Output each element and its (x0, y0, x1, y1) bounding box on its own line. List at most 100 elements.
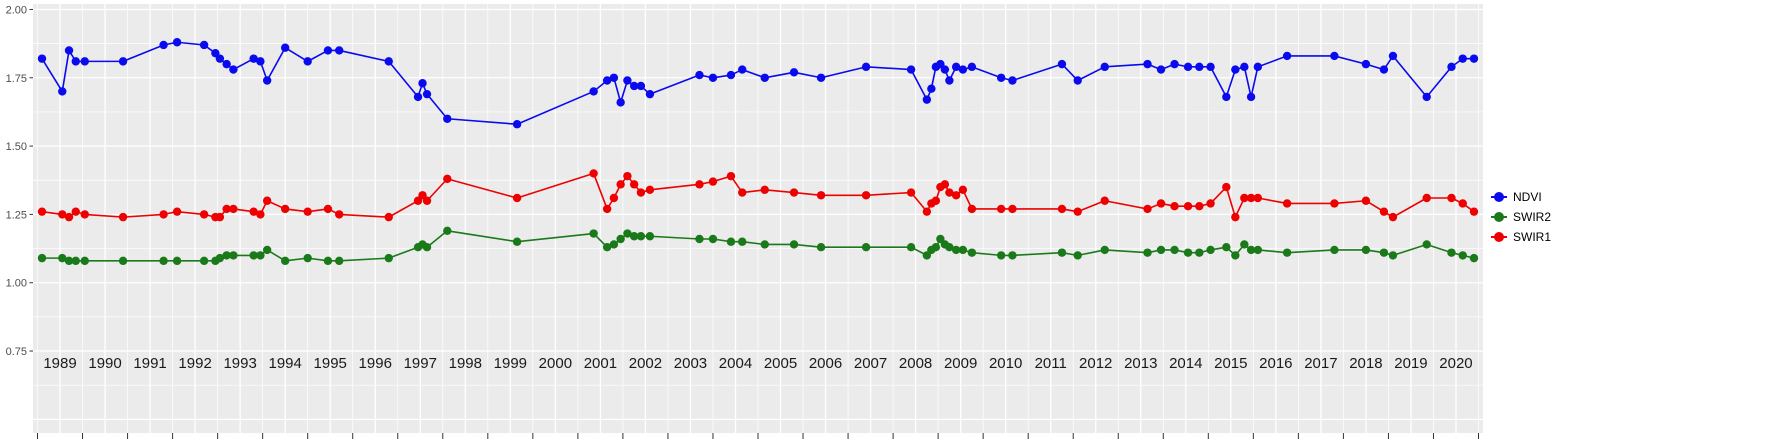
data-point-NDVI (1195, 62, 1204, 72)
data-point-SWIR1 (58, 210, 67, 219)
data-point-SWIR1 (1253, 193, 1263, 203)
y-axis-tick-label: 1.75 (6, 73, 27, 85)
data-point-SWIR2 (996, 251, 1006, 260)
data-point-NDVI (1240, 62, 1249, 72)
data-point-SWIR1 (602, 204, 612, 214)
data-point-SWIR2 (1379, 248, 1389, 257)
data-point-SWIR2 (1100, 245, 1109, 255)
data-point-SWIR2 (951, 245, 961, 255)
legend-dot-swir2 (1494, 212, 1504, 222)
data-point-NDVI (159, 40, 168, 50)
data-point-SWIR2 (1469, 253, 1479, 263)
data-point-SWIR2 (629, 232, 639, 241)
data-point-SWIR2 (1231, 251, 1240, 260)
data-point-NDVI (927, 84, 936, 93)
data-point-SWIR2 (695, 234, 704, 244)
legend-label-ndvi: NDVI (1513, 190, 1542, 204)
data-point-NDVI (1422, 92, 1431, 102)
data-point-NDVI (215, 54, 225, 63)
data-point-SWIR2 (931, 242, 941, 252)
data-point-SWIR2 (816, 242, 826, 252)
data-point-NDVI (256, 57, 265, 66)
data-point-SWIR1 (159, 210, 168, 219)
data-point-NDVI (951, 62, 961, 72)
data-point-SWIR2 (1156, 245, 1166, 255)
data-point-SWIR1 (172, 207, 182, 216)
data-point-NDVI (1170, 59, 1179, 69)
x-axis-tick-label: 1997 (404, 355, 437, 372)
data-point-SWIR2 (1170, 245, 1179, 255)
data-point-NDVI (37, 54, 47, 63)
x-axis-tick-label: 2009 (944, 355, 977, 372)
data-point-SWIR2 (1222, 242, 1231, 252)
data-point-SWIR2 (199, 256, 209, 266)
data-point-SWIR1 (384, 212, 393, 222)
data-point-NDVI (816, 73, 826, 82)
x-axis-tick-label: 1993 (223, 355, 256, 372)
data-point-SWIR1 (222, 204, 231, 214)
data-point-NDVI (229, 65, 238, 74)
data-point-SWIR1 (940, 180, 950, 189)
data-point-NDVI (249, 54, 258, 63)
data-point-SWIR1 (616, 180, 625, 189)
data-point-SWIR2 (609, 240, 619, 249)
data-point-SWIR2 (1282, 248, 1292, 257)
x-axis-tick-label: 2020 (1439, 355, 1472, 372)
x-axis-tick-label: 1995 (314, 355, 347, 372)
data-point-NDVI (695, 70, 704, 80)
data-point-SWIR2 (589, 229, 598, 238)
data-point-SWIR1 (1100, 196, 1109, 205)
data-point-SWIR1 (645, 185, 655, 195)
data-point-NDVI (589, 87, 598, 96)
data-point-SWIR2 (222, 251, 231, 260)
data-point-SWIR2 (708, 234, 718, 244)
data-point-NDVI (1388, 51, 1398, 61)
data-point-SWIR1 (760, 185, 769, 195)
data-point-SWIR2 (1388, 251, 1398, 260)
data-point-NDVI (789, 68, 799, 77)
legend-dot-swir1 (1494, 232, 1504, 242)
data-point-NDVI (958, 65, 968, 74)
data-point-SWIR1 (335, 210, 344, 219)
data-point-SWIR1 (37, 207, 47, 216)
data-point-SWIR2 (906, 242, 916, 252)
data-point-SWIR2 (384, 253, 393, 263)
data-point-NDVI (384, 57, 393, 66)
data-point-SWIR2 (256, 251, 265, 260)
x-axis-tick-label: 1990 (88, 355, 121, 372)
legend-item-swir2: SWIR2 (1491, 210, 1551, 224)
data-point-SWIR2 (323, 256, 333, 266)
data-point-SWIR1 (1422, 193, 1431, 203)
data-point-SWIR1 (789, 188, 799, 197)
legend-label-swir1: SWIR1 (1513, 230, 1552, 244)
data-point-SWIR1 (636, 188, 646, 197)
data-point-SWIR1 (1222, 182, 1231, 192)
data-point-SWIR2 (1253, 245, 1263, 255)
data-point-SWIR2 (789, 240, 799, 249)
legend-item-swir1: SWIR1 (1491, 230, 1551, 244)
data-point-NDVI (629, 81, 639, 91)
data-point-NDVI (861, 62, 871, 72)
data-point-SWIR2 (249, 251, 258, 260)
y-axis-tick-label: 1.50 (6, 141, 27, 153)
data-point-SWIR1 (726, 171, 736, 181)
data-point-SWIR1 (280, 204, 290, 214)
data-point-SWIR1 (229, 204, 238, 214)
data-point-NDVI (280, 43, 290, 52)
data-point-SWIR2 (159, 256, 168, 266)
data-point-NDVI (616, 98, 625, 107)
data-point-NDVI (1469, 54, 1479, 63)
data-point-SWIR1 (1195, 202, 1204, 211)
data-point-SWIR1 (262, 196, 272, 205)
data-point-NDVI (199, 40, 209, 50)
data-point-NDVI (1253, 62, 1263, 72)
data-point-NDVI (335, 46, 344, 55)
data-point-SWIR2 (945, 242, 954, 252)
legend-item-ndvi: NDVI (1491, 190, 1551, 204)
data-point-SWIR2 (443, 226, 452, 235)
data-point-SWIR2 (262, 245, 272, 255)
legend-marker-ndvi (1491, 191, 1507, 203)
data-point-SWIR2 (1008, 251, 1017, 260)
data-point-NDVI (945, 76, 954, 85)
